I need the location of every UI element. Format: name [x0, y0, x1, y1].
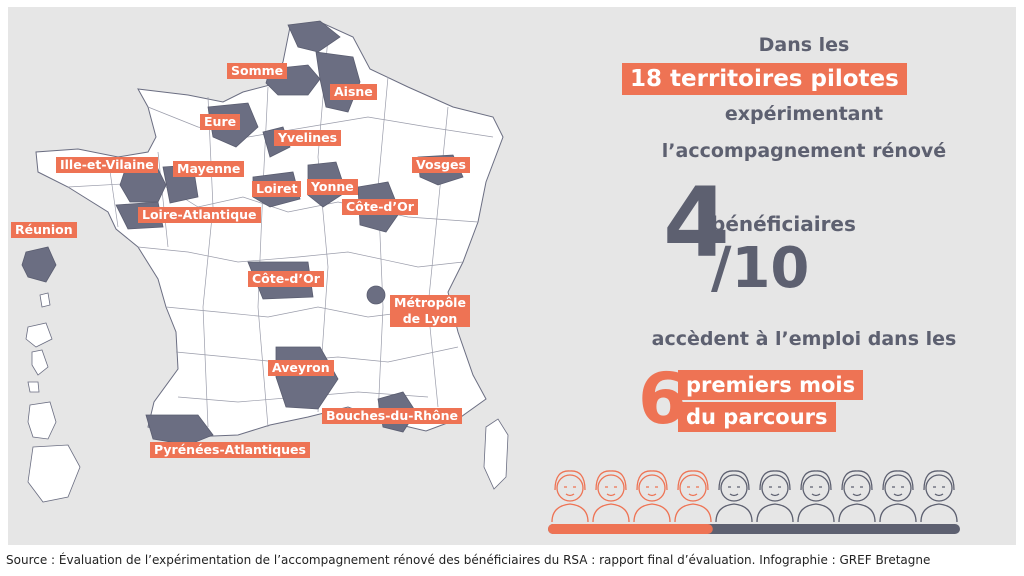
- label-aisne: Aisne: [330, 84, 377, 100]
- text-beneficiaires: bénéficiaires: [711, 212, 856, 236]
- label-somme: Somme: [227, 63, 288, 79]
- island-mayotte: [39, 292, 51, 308]
- island-guadeloupe: [25, 322, 53, 348]
- island-small: [27, 381, 40, 393]
- label-metropole-lyon-line1: Métropôle: [394, 295, 466, 310]
- label-ille-et-vilaine: Ille-et-Vilaine: [56, 157, 158, 173]
- person-icon: [551, 470, 589, 523]
- highlight-18-territoires: 18 territoires pilotes: [622, 63, 907, 95]
- person-icon: [592, 470, 630, 523]
- label-eure: Eure: [200, 114, 241, 130]
- highlight-premiers-mois: premiers mois: [678, 370, 864, 400]
- label-aveyron: Aveyron: [268, 360, 334, 376]
- island-corsica: [483, 418, 509, 490]
- island-guyane-large: [27, 444, 81, 503]
- label-bouches-du-rhone: Bouches-du-Rhône: [322, 408, 462, 424]
- label-mayenne: Mayenne: [173, 161, 245, 177]
- label-reunion: Réunion: [11, 222, 77, 238]
- region-reunion: [21, 246, 57, 283]
- region-metropole-lyon: [366, 285, 386, 305]
- label-metropole-lyon: Métropôle de Lyon: [390, 295, 470, 327]
- person-icon: [879, 470, 917, 523]
- label-pyrenees-atlantiques: Pyrénées-Atlantiques: [150, 442, 310, 458]
- label-loire-atlantique: Loire-Atlantique: [138, 207, 261, 223]
- people-pictogram: [548, 470, 960, 534]
- person-icon: [838, 470, 876, 523]
- region-nord: [287, 20, 341, 53]
- person-icon: [715, 470, 753, 523]
- highlight-du-parcours: du parcours: [678, 402, 836, 432]
- island-martinique: [31, 349, 49, 376]
- source-caption: Source : Évaluation de l’expérimentation…: [6, 553, 931, 567]
- label-metropole-lyon-line2: de Lyon: [402, 311, 458, 326]
- label-vosges: Vosges: [412, 157, 470, 173]
- text-accedent-emploi: accèdent à l’emploi dans les: [651, 328, 957, 350]
- mainland-france: [35, 21, 504, 438]
- island-guyane: [27, 401, 57, 440]
- label-yvelines: Yvelines: [274, 130, 342, 146]
- text-experimentant: expérimentant: [724, 103, 884, 125]
- person-icon: [674, 470, 712, 523]
- text-accompagnement-renove: l’accompagnement rénové: [661, 140, 947, 162]
- infographic-panel: Somme Aisne Eure Yvelines Ille-et-Vilain…: [8, 7, 1016, 545]
- person-icon: [920, 470, 958, 523]
- text-dans-les: Dans les: [758, 34, 850, 56]
- person-icon: [756, 470, 794, 523]
- region-pyrenees-atlantiques: [145, 414, 214, 446]
- label-yonne: Yonne: [307, 179, 358, 195]
- label-loiret: Loiret: [252, 181, 302, 197]
- label-cote-dor-east: Côte-d’Or: [342, 199, 418, 215]
- big-number-4: 4: [663, 167, 730, 279]
- ratio-bar-fill: [548, 524, 713, 534]
- text-denominator: /10: [711, 236, 810, 301]
- label-cote-dor-center: Côte-d’Or: [248, 271, 324, 287]
- person-icon: [633, 470, 671, 523]
- person-icon: [797, 470, 835, 523]
